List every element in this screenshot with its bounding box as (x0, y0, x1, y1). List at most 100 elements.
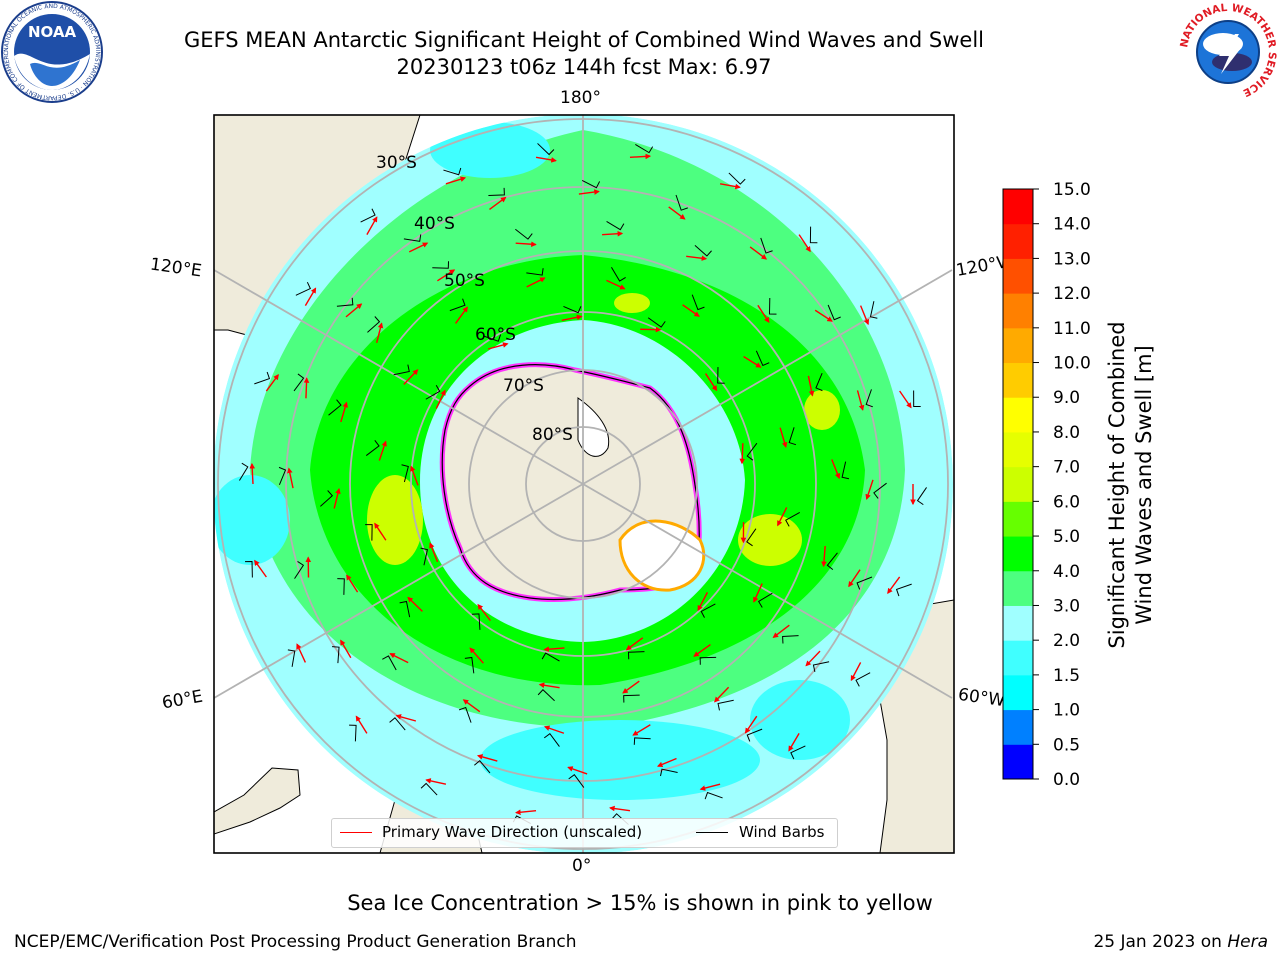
colorbar-segment (1003, 501, 1033, 537)
colorbar-tick-label: 15.0 (1053, 180, 1091, 200)
colorbar-label: Significant Height of Combined Wind Wave… (1104, 321, 1158, 648)
wave-direction-arrow (543, 725, 565, 734)
colorbar-tick-label: 6.0 (1053, 492, 1080, 512)
wave-direction-arrow (538, 682, 560, 689)
wave-direction-arrow (697, 592, 709, 612)
wind-barb (432, 261, 450, 269)
wave-direction-arrow (757, 304, 770, 323)
wave-direction-arrow (455, 306, 468, 324)
wind-barb (458, 706, 472, 723)
wind-barb (399, 600, 411, 618)
sea-ice-note: Sea Ice Concentration > 15% is shown in … (347, 891, 933, 915)
wave-direction-arrow (779, 427, 788, 448)
footer-date: 25 Jan 2023 on Hera (1093, 932, 1268, 952)
colorbar-segment (1003, 605, 1033, 641)
wind-barb (728, 172, 746, 185)
wave-direction-arrow (807, 375, 815, 397)
colorbar-tick-label: 13.0 (1053, 249, 1091, 269)
wave-direction-arrow (749, 246, 768, 260)
wave-direction-arrow (304, 287, 317, 306)
wind-barb (691, 294, 705, 311)
wind-legend-label: Wind Barbs (739, 823, 825, 841)
wave-direction-arrow (543, 646, 565, 652)
wind-barb (278, 466, 287, 486)
colorbar-segment (1003, 674, 1033, 711)
lon-label-180: 180° (560, 88, 601, 108)
wave-direction-arrow (437, 269, 456, 282)
wave-direction-arrow (462, 699, 481, 713)
wind-barb (913, 390, 921, 408)
lat-label-60s: 60°S (475, 325, 516, 345)
wave-direction-arrow (850, 662, 862, 682)
colorbar-segment (1003, 431, 1033, 468)
colorbar-segment (1003, 570, 1033, 606)
wind-barb (782, 635, 799, 644)
wave-direction-arrow (629, 153, 652, 160)
wind-barb (389, 717, 406, 731)
wind-barb (568, 774, 585, 788)
wave-direction-arrow (355, 715, 368, 734)
wind-barb (755, 350, 770, 367)
wind-barb (841, 461, 850, 480)
wind-barb (287, 649, 296, 667)
colorbar-label-line1: Significant Height of Combined (1105, 321, 1129, 649)
colorbar-tick-label: 14.0 (1053, 215, 1091, 235)
footer-date-text: 25 Jan 2023 on (1093, 932, 1222, 952)
wind-barb (606, 221, 625, 231)
wind-barb (483, 334, 502, 342)
wind-barb (694, 244, 712, 257)
wave-direction-arrow (425, 778, 447, 785)
wind-barb (717, 367, 725, 384)
wind-barb (647, 317, 666, 328)
wave-direction-arrow (366, 216, 378, 235)
wave-direction-arrow (632, 724, 651, 736)
colorbar-tick-label: 0.5 (1053, 735, 1080, 755)
colorbar-segment (1003, 397, 1033, 433)
wave-direction-arrow (705, 373, 718, 392)
colorbar-tick-label: 4.0 (1053, 562, 1080, 582)
wave-direction-arrow (899, 390, 912, 409)
wave-direction-arrow (254, 559, 267, 578)
colorbar-tick-label: 7.0 (1053, 458, 1080, 478)
wave-direction-arrow (403, 369, 419, 385)
wave-legend-label: Primary Wave Direction (unscaled) (382, 823, 643, 841)
wind-barb (245, 560, 253, 578)
chart-title: GEFS MEAN Antarctic Significant Height o… (183, 28, 985, 52)
wind-barb (633, 737, 651, 745)
wave-direction-arrow (526, 277, 546, 288)
wave-direction-arrow (410, 465, 419, 486)
colorbar-segment (1003, 536, 1033, 572)
nws-logo: NATIONAL WEATHER SERVICE (1178, 2, 1278, 101)
wave-direction-arrow (489, 196, 507, 211)
colorbar-tick-label: 9.0 (1053, 388, 1080, 408)
wind-barb (401, 464, 409, 483)
wave-direction-arrow (249, 462, 255, 485)
wave-direction-arrow (340, 401, 348, 423)
wind-barb (367, 316, 381, 333)
wind-barb (855, 672, 871, 687)
wave-direction-arrow (693, 644, 711, 657)
wind-barb (425, 384, 441, 400)
gridlines (214, 115, 953, 853)
wave-direction-arrow (714, 686, 730, 703)
wind-barb (474, 760, 491, 774)
wave-direction-arrow (408, 242, 429, 253)
wave-direction-arrow (469, 647, 484, 664)
wave-direction-arrow (535, 156, 557, 163)
wave-direction-arrow (340, 639, 352, 659)
wind-barb (349, 724, 357, 742)
wave-direction-arrow (772, 624, 790, 638)
wind-barb (627, 651, 645, 660)
wind-barb (328, 399, 342, 416)
wind-barb (526, 268, 544, 276)
wind-barb (700, 603, 716, 618)
wave-direction-arrow (682, 304, 700, 317)
wind-barb (760, 237, 773, 254)
wave-direction-arrow (777, 507, 788, 527)
wave-direction-arrow (831, 459, 841, 480)
wind-barb (537, 143, 555, 156)
wind-barb (464, 656, 475, 674)
wave-direction-arrow (407, 596, 423, 612)
wave-direction-arrow (798, 234, 811, 253)
wave-direction-arrow (561, 314, 583, 322)
